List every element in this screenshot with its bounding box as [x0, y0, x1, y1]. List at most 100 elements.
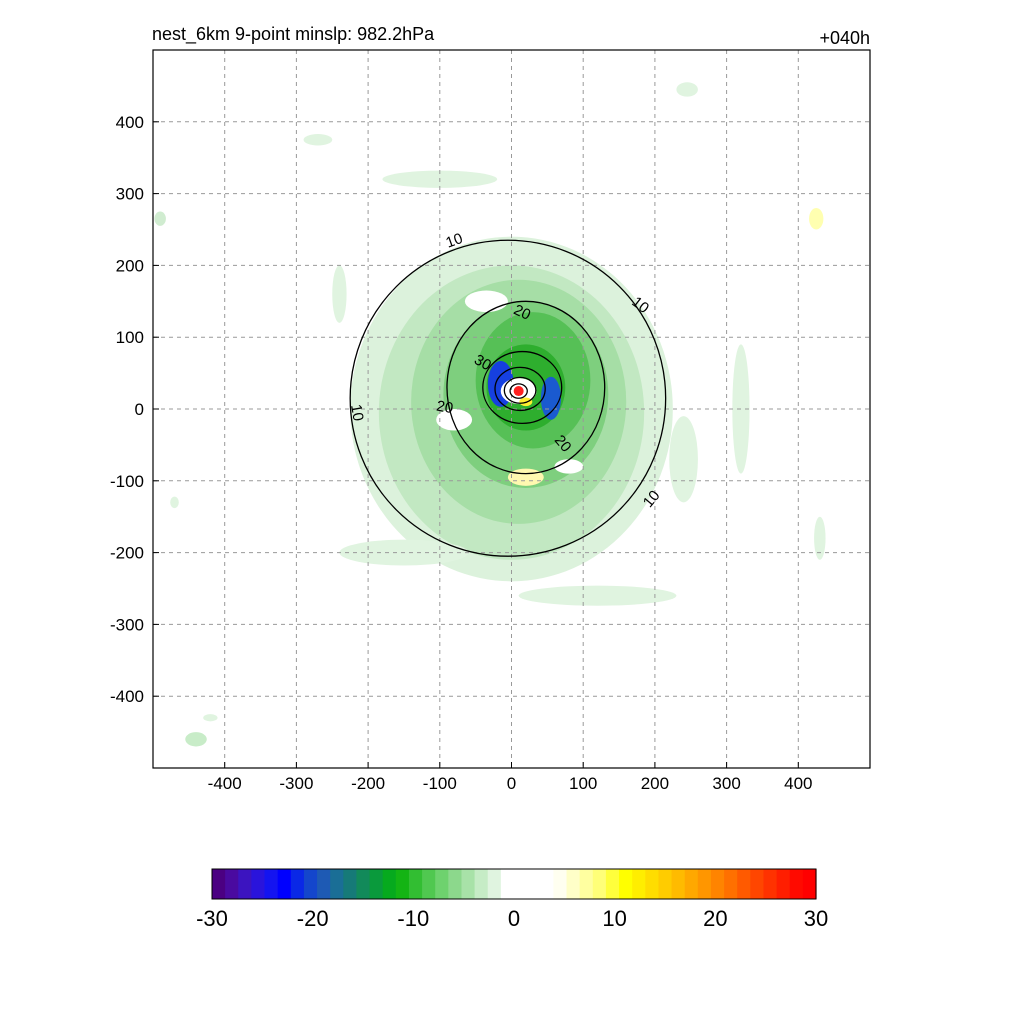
y-tick-label: 400 — [116, 113, 144, 132]
colorbar-tick-label: 20 — [703, 906, 727, 931]
x-tick-label: -200 — [351, 774, 385, 793]
colorbar-cell — [514, 869, 528, 899]
colorbar-cell — [671, 869, 686, 899]
colorbar-cell — [605, 869, 620, 899]
x-tick-label: -300 — [279, 774, 313, 793]
shaded-region — [814, 516, 826, 560]
x-tick-label: -400 — [208, 774, 242, 793]
contour-inner — [503, 376, 537, 404]
contour-inner — [494, 366, 546, 412]
x-axis: -400 -300 -200 -100 0 100 200 300 400 — [208, 762, 812, 793]
colorbar-tick-label: -20 — [297, 906, 329, 931]
x-tick-label: 0 — [507, 774, 516, 793]
shaded-region — [676, 82, 698, 97]
colorbar-cell — [540, 869, 554, 899]
colorbar-tick-label: 30 — [804, 906, 828, 931]
colorbar: -30 -20 -10 0 10 20 30 — [196, 868, 828, 931]
colorbar-tick-labels: -30 -20 -10 0 10 20 30 — [196, 906, 828, 931]
colorbar-cell — [251, 869, 266, 899]
colorbar-frame — [211, 868, 817, 900]
chart-title: nest_6km 9-point minslp: 982.2hPa — [152, 24, 435, 45]
shaded-region — [518, 585, 677, 606]
contour-label: 10 — [347, 403, 367, 422]
storm-center-marker — [513, 386, 524, 397]
colorbar-cell — [724, 869, 738, 899]
forecast-hour-label: +040h — [819, 28, 870, 48]
y-tick-label: -300 — [110, 615, 144, 634]
colorbar-cell — [290, 869, 305, 899]
colorbar-cell — [303, 869, 318, 899]
colorbar-cell — [776, 869, 791, 899]
x-tick-label: -100 — [423, 774, 457, 793]
colorbar-tick-label: 10 — [602, 906, 626, 931]
y-tick-label: 100 — [116, 328, 144, 347]
y-tick-label: 0 — [135, 400, 144, 419]
shaded-region — [464, 290, 508, 313]
x-tick-label: 100 — [569, 774, 597, 793]
shaded-field-layer — [154, 82, 826, 747]
colorbar-cell — [395, 869, 410, 899]
contour-inner — [509, 383, 528, 399]
shaded-region — [154, 211, 166, 226]
colorbar-cell — [750, 869, 765, 899]
shaded-region — [203, 714, 218, 722]
colorbar-cell — [382, 869, 397, 899]
colorbar-cell — [697, 869, 712, 899]
shaded-region — [332, 265, 347, 323]
colorbar-cell — [461, 869, 476, 899]
colorbar-cell — [212, 869, 226, 899]
colorbar-tick-label: -10 — [397, 906, 429, 931]
colorbar-cell — [658, 869, 673, 899]
colorbar-cell — [763, 869, 778, 899]
shaded-region — [669, 416, 698, 503]
y-tick-label: 200 — [116, 256, 144, 275]
y-tick-label: -200 — [110, 544, 144, 563]
colorbar-cell — [369, 869, 384, 899]
contour-label: 30 — [471, 351, 494, 374]
colorbar-cell — [343, 869, 358, 899]
shaded-region — [185, 732, 207, 747]
x-tick-label: 300 — [712, 774, 740, 793]
colorbar-cell — [566, 869, 581, 899]
colorbar-cell — [592, 869, 607, 899]
colorbar-cell — [632, 869, 646, 899]
contour-30 — [482, 350, 563, 425]
x-tick-label: 200 — [641, 774, 669, 793]
colorbar-cell — [474, 869, 489, 899]
contour-label: 20 — [511, 301, 533, 323]
shaded-region — [170, 496, 179, 509]
colorbar-cell — [264, 869, 279, 899]
colorbar-cell — [645, 869, 660, 899]
colorbar-cell — [238, 869, 252, 899]
colorbar-cell — [527, 869, 541, 899]
y-tick-label: 300 — [116, 185, 144, 204]
colorbar-cell — [487, 869, 502, 899]
y-tick-label: -100 — [110, 472, 144, 491]
colorbar-tick-label: 0 — [508, 906, 520, 931]
colorbar-cell — [356, 869, 371, 899]
colorbar-cell — [408, 869, 423, 899]
colorbar-cell — [317, 869, 331, 899]
shaded-region — [507, 468, 544, 486]
x-tick-label: 400 — [784, 774, 812, 793]
colorbar-cell — [277, 869, 292, 899]
contour-lines — [349, 239, 667, 557]
contour-label: 10 — [444, 230, 465, 252]
colorbar-cell — [435, 869, 449, 899]
colorbar-cell — [802, 869, 817, 899]
contour-10 — [349, 239, 667, 557]
colorbar-cell — [737, 869, 751, 899]
colorbar-cell — [684, 869, 699, 899]
contour-20 — [446, 300, 606, 475]
shaded-region — [303, 134, 333, 146]
colorbar-cell — [789, 869, 804, 899]
colorbar-cell — [500, 869, 515, 899]
shaded-region — [809, 207, 824, 230]
y-tick-label: -400 — [110, 687, 144, 706]
colorbar-cell — [330, 869, 344, 899]
colorbar-cell — [422, 869, 436, 899]
colorbar-cell — [579, 869, 594, 899]
y-axis: 400 300 200 100 0 -100 -200 -300 -400 — [110, 113, 159, 706]
colorbar-cell — [448, 869, 463, 899]
